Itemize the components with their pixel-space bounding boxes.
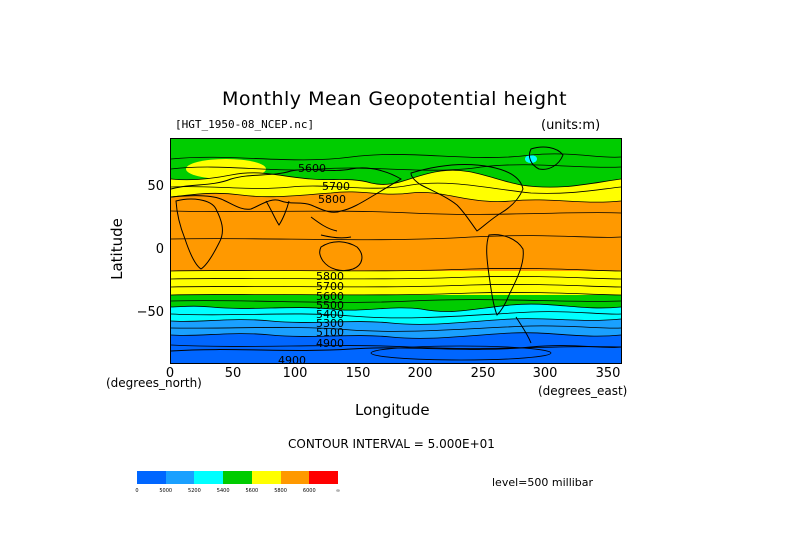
band-5600-5800-north — [171, 170, 621, 203]
contour-label: 5600 — [298, 162, 326, 175]
y-tick-label: −50 — [136, 305, 164, 320]
x-tick-label: 350 — [595, 366, 621, 381]
contour-lines — [171, 153, 621, 361]
contour-label: 4900 — [278, 354, 306, 367]
x-tick-label: 50 — [224, 366, 242, 381]
x-units-label: (degrees_east) — [538, 384, 628, 398]
colorbar-label: 5600 — [245, 488, 259, 494]
colorbar-label: 6000 — [302, 488, 316, 494]
band-5600-5800-south — [171, 271, 621, 295]
level-label: level=500 millibar — [492, 476, 594, 489]
colorbar-swatch — [280, 471, 310, 484]
contour-label: 5700 — [316, 280, 344, 293]
colorbar — [137, 471, 339, 484]
contour-label: 5100 — [316, 326, 344, 339]
contour-map — [171, 139, 621, 363]
colorbar-label: 5200 — [188, 488, 201, 494]
x-tick-label: 200 — [407, 366, 433, 381]
contour-label: 5400 — [316, 308, 344, 321]
x-tick-label: 300 — [532, 366, 558, 381]
contour-label: 5700 — [322, 180, 350, 193]
band-5300-5400 — [171, 304, 621, 325]
contour-label: 4900 — [316, 337, 344, 350]
y-axis-label: Latitude — [108, 218, 126, 280]
coastlines — [171, 146, 621, 352]
x-tick-label: 150 — [345, 366, 371, 381]
x-tick-label: 0 — [165, 366, 175, 381]
contour-label: 5800 — [316, 270, 344, 283]
colorbar-label: 5400 — [216, 488, 230, 494]
x-tick-label: 100 — [282, 366, 308, 381]
contour-label: 5300 — [316, 317, 344, 330]
chart-title: Monthly Mean Geopotential height — [221, 88, 568, 110]
colorbar-label: 0 — [135, 488, 139, 494]
x-tick-label: 250 — [470, 366, 496, 381]
file-label: [HGT_1950-08_NCEP.nc] — [175, 118, 315, 131]
contour-interval-label: CONTOUR INTERVAL = 5.000E+01 — [288, 437, 495, 451]
band-5400-5600-north — [171, 139, 621, 188]
x-axis-label: Longitude — [355, 401, 430, 419]
colorbar-swatch — [194, 471, 224, 484]
y-units-label: (degrees_north) — [106, 376, 202, 390]
y-tick-label: 0 — [155, 242, 164, 257]
colorbar-swatch — [223, 471, 252, 484]
contour-label: 5800 — [318, 193, 346, 206]
colorbar-label: ∞ — [335, 488, 341, 494]
map-plot-area — [170, 138, 622, 364]
colorbar-label: 5000 — [159, 488, 173, 494]
units-label: (units:m) — [541, 118, 601, 133]
band-5000-5200 — [171, 318, 621, 339]
colorbar-label: 5800 — [274, 488, 287, 494]
contour-label: 5500 — [316, 299, 344, 312]
colorbar-swatch — [251, 471, 281, 484]
contour-label: 5600 — [316, 290, 344, 303]
y-tick-label: 50 — [147, 179, 164, 194]
colorbar-swatch — [137, 471, 166, 484]
colorbar-swatch — [165, 471, 195, 484]
colorbar-swatch — [309, 471, 339, 484]
